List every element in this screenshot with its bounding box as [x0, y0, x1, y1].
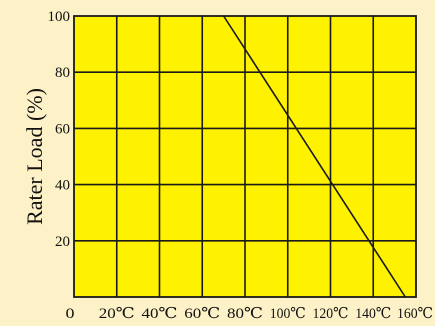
y-axis-label: Rater Load (%) — [22, 88, 47, 225]
x-tick-label: 100℃ — [270, 306, 306, 322]
y-tick-label: 100 — [48, 9, 71, 25]
x-tick-label: 60℃ — [184, 306, 220, 322]
plot-frame — [73, 15, 417, 298]
x-tick-label: 140℃ — [355, 306, 391, 322]
y-tick-label: 40 — [55, 178, 70, 194]
series-line — [222, 15, 406, 298]
y-tick-label: 20 — [55, 234, 70, 250]
x-tick-label: 40℃ — [142, 306, 178, 322]
x-tick-label: 20℃ — [99, 306, 135, 322]
x-tick-label: 0 — [66, 306, 75, 322]
y-tick-label: 60 — [55, 121, 70, 137]
x-tick-label: 80℃ — [227, 306, 263, 322]
x-tick-label: 160℃ — [397, 306, 433, 322]
x-tick-label: 120℃ — [313, 306, 349, 322]
y-tick-label: 80 — [55, 65, 70, 81]
